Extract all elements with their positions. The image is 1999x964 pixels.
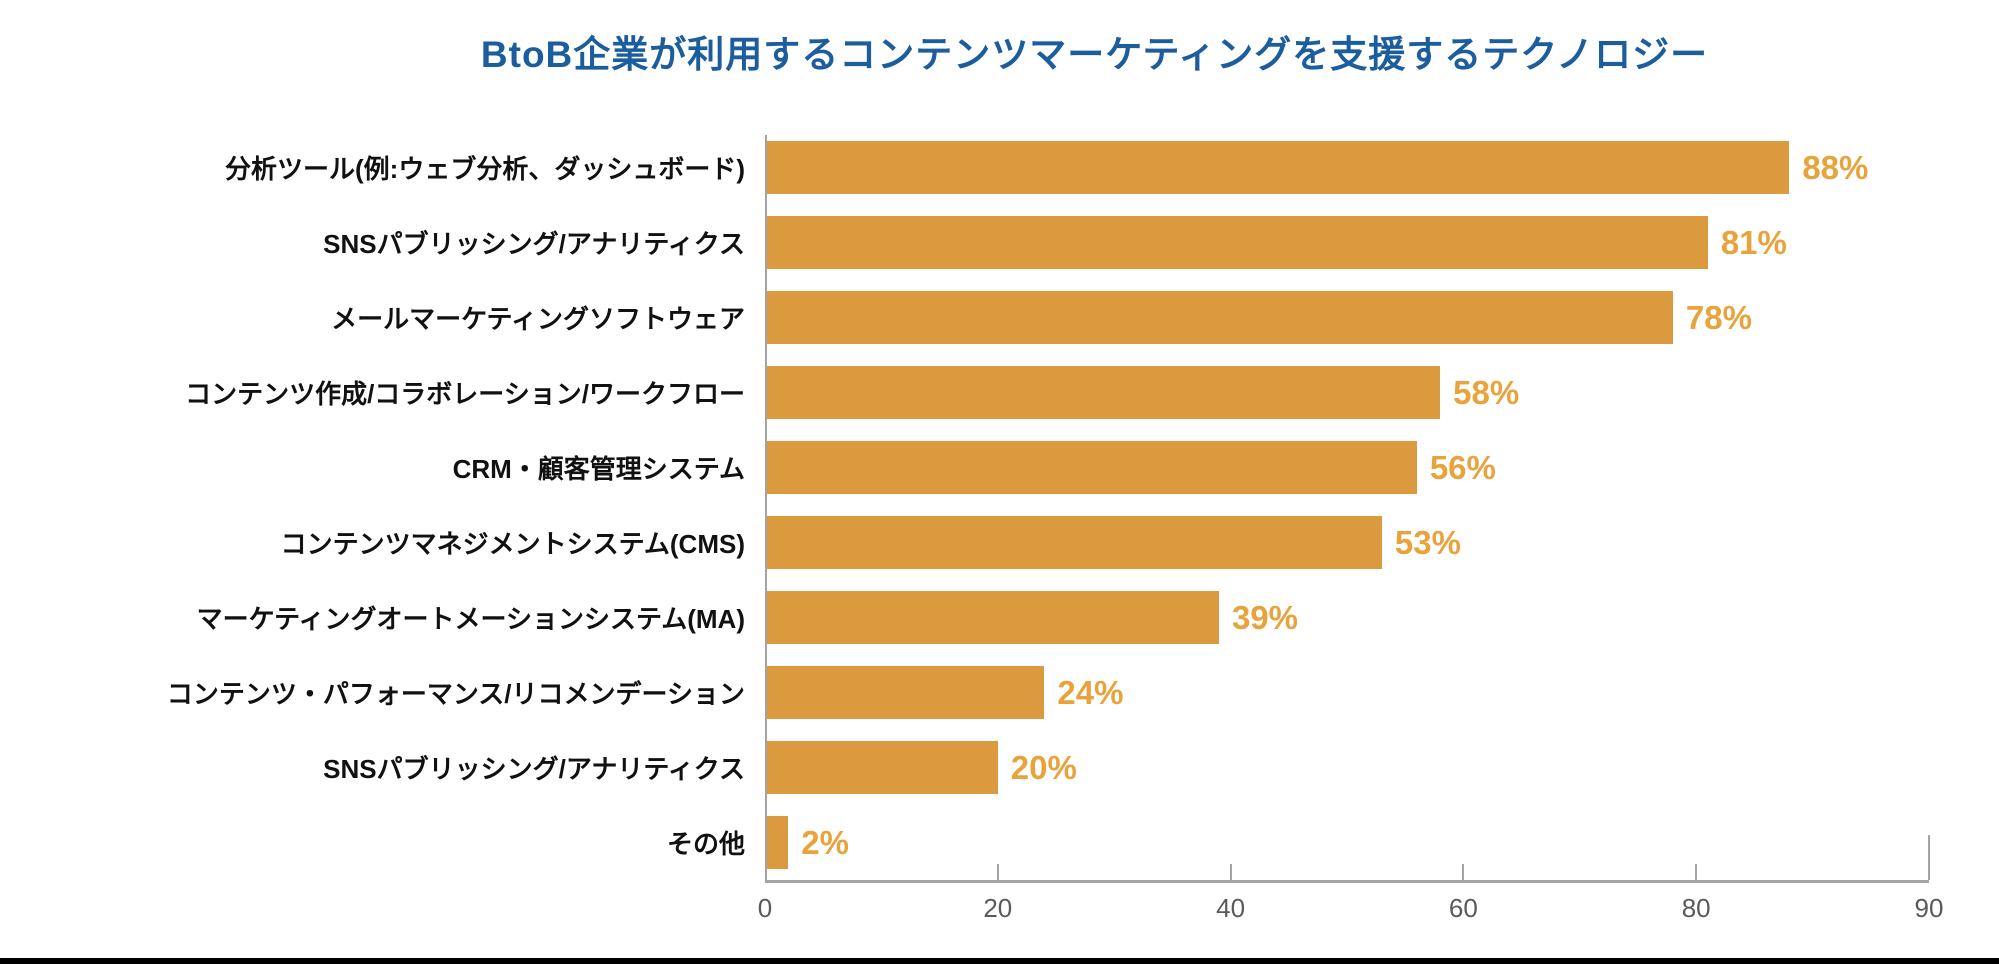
chart-row: 分析ツール(例:ウェブ分析、ダッシュボード) 88% — [0, 130, 1999, 205]
category-label: SNSパブリッシング/アナリティクス — [323, 229, 745, 259]
x-axis-tick-label: 20 — [983, 893, 1013, 923]
value-label: 78% — [1685, 298, 1752, 336]
value-label: 2% — [801, 823, 849, 861]
chart-row: その他 2% — [0, 805, 1999, 880]
chart-row: コンテンツマネジメントシステム(CMS) 53% — [0, 505, 1999, 580]
x-axis-line — [765, 835, 1930, 883]
x-axis-tick — [1928, 835, 1930, 880]
bar-track: 2% — [765, 816, 1929, 869]
bar-chart: 分析ツール(例:ウェブ分析、ダッシュボード) 88% SNSパブリッシング/アナリテ… — [0, 130, 1999, 929]
chart-row: SNSパブリッシング/アナリティクス 81% — [0, 205, 1999, 280]
bar-track: 53% — [765, 516, 1929, 569]
bar-rows: 分析ツール(例:ウェブ分析、ダッシュボード) 88% SNSパブリッシング/アナリテ… — [0, 130, 1999, 880]
bar-track: 81% — [765, 216, 1929, 269]
bar-track: 88% — [765, 141, 1929, 194]
bar-track: 78% — [765, 291, 1929, 344]
value-label: 58% — [1453, 373, 1520, 411]
category-label: メールマーケティングソフトウェア — [331, 304, 745, 334]
plot-area: 分析ツール(例:ウェブ分析、ダッシュボード) 88% SNSパブリッシング/アナリテ… — [0, 130, 1999, 883]
bar — [765, 216, 1708, 269]
x-axis-tick — [1229, 864, 1232, 880]
category-label: コンテンツマネジメントシステム(CMS) — [280, 529, 745, 559]
category-label: CRM・顧客管理システム — [452, 454, 745, 484]
chart-row: メールマーケティングソフトウェア 78% — [0, 280, 1999, 355]
value-label: 81% — [1720, 223, 1787, 261]
category-label: コンテンツ・パフォーマンス/リコメンデーション — [166, 679, 745, 709]
chart-row: コンテンツ作成/コラボレーション/ワークフロー 58% — [0, 355, 1999, 430]
bottom-rule — [0, 958, 1999, 964]
value-label: 88% — [1802, 148, 1869, 186]
chart-row: CRM・顧客管理システム 56% — [0, 430, 1999, 505]
x-axis-tick-label: 40 — [1216, 893, 1246, 923]
bar-track: 56% — [765, 441, 1929, 494]
x-axis-tick-label: 80 — [1681, 893, 1711, 923]
bar — [765, 141, 1790, 194]
bar — [765, 441, 1417, 494]
value-label: 53% — [1394, 523, 1461, 561]
chart-row: SNSパブリッシング/アナリティクス 20% — [0, 730, 1999, 805]
value-label: 39% — [1231, 598, 1299, 636]
x-axis-tick-label: 0 — [757, 893, 773, 923]
bar-track: 24% — [765, 666, 1929, 719]
y-axis-line — [765, 135, 767, 883]
x-axis-tick — [996, 864, 999, 880]
category-label: コンテンツ作成/コラボレーション/ワークフロー — [185, 379, 745, 409]
category-label: マーケティングオートメーションシステム(MA) — [196, 604, 745, 634]
category-label: その他 — [666, 829, 745, 859]
chart-title: BtoB企業が利用するコンテンツマーケティングを支援するテクノロジー — [480, 34, 1709, 75]
x-axis-tick — [1695, 864, 1698, 880]
x-axis-tick — [1462, 864, 1465, 880]
bar — [765, 366, 1441, 419]
chart-row: マーケティングオートメーションシステム(MA) 39% — [0, 580, 1999, 655]
bar — [765, 291, 1673, 344]
bar-track: 39% — [765, 591, 1929, 644]
bar — [765, 591, 1219, 644]
x-axis-tick-label: 90 — [1914, 893, 1944, 923]
x-axis-tick-label: 60 — [1448, 893, 1478, 923]
category-label: SNSパブリッシング/アナリティクス — [323, 754, 745, 784]
bar — [765, 741, 998, 794]
bar — [765, 816, 789, 869]
bar-track: 58% — [765, 366, 1929, 419]
bar — [765, 516, 1382, 569]
value-label: 24% — [1057, 673, 1124, 711]
bar-track: 20% — [765, 741, 1929, 794]
value-label: 20% — [1010, 748, 1077, 786]
chart-row: コンテンツ・パフォーマンス/リコメンデーション 24% — [0, 655, 1999, 730]
value-label: 56% — [1429, 448, 1496, 486]
x-axis-tick-labels: 0 20 40 60 80 90 — [758, 883, 1944, 929]
category-label: 分析ツール(例:ウェブ分析、ダッシュボード) — [225, 154, 745, 184]
bar — [765, 666, 1045, 719]
